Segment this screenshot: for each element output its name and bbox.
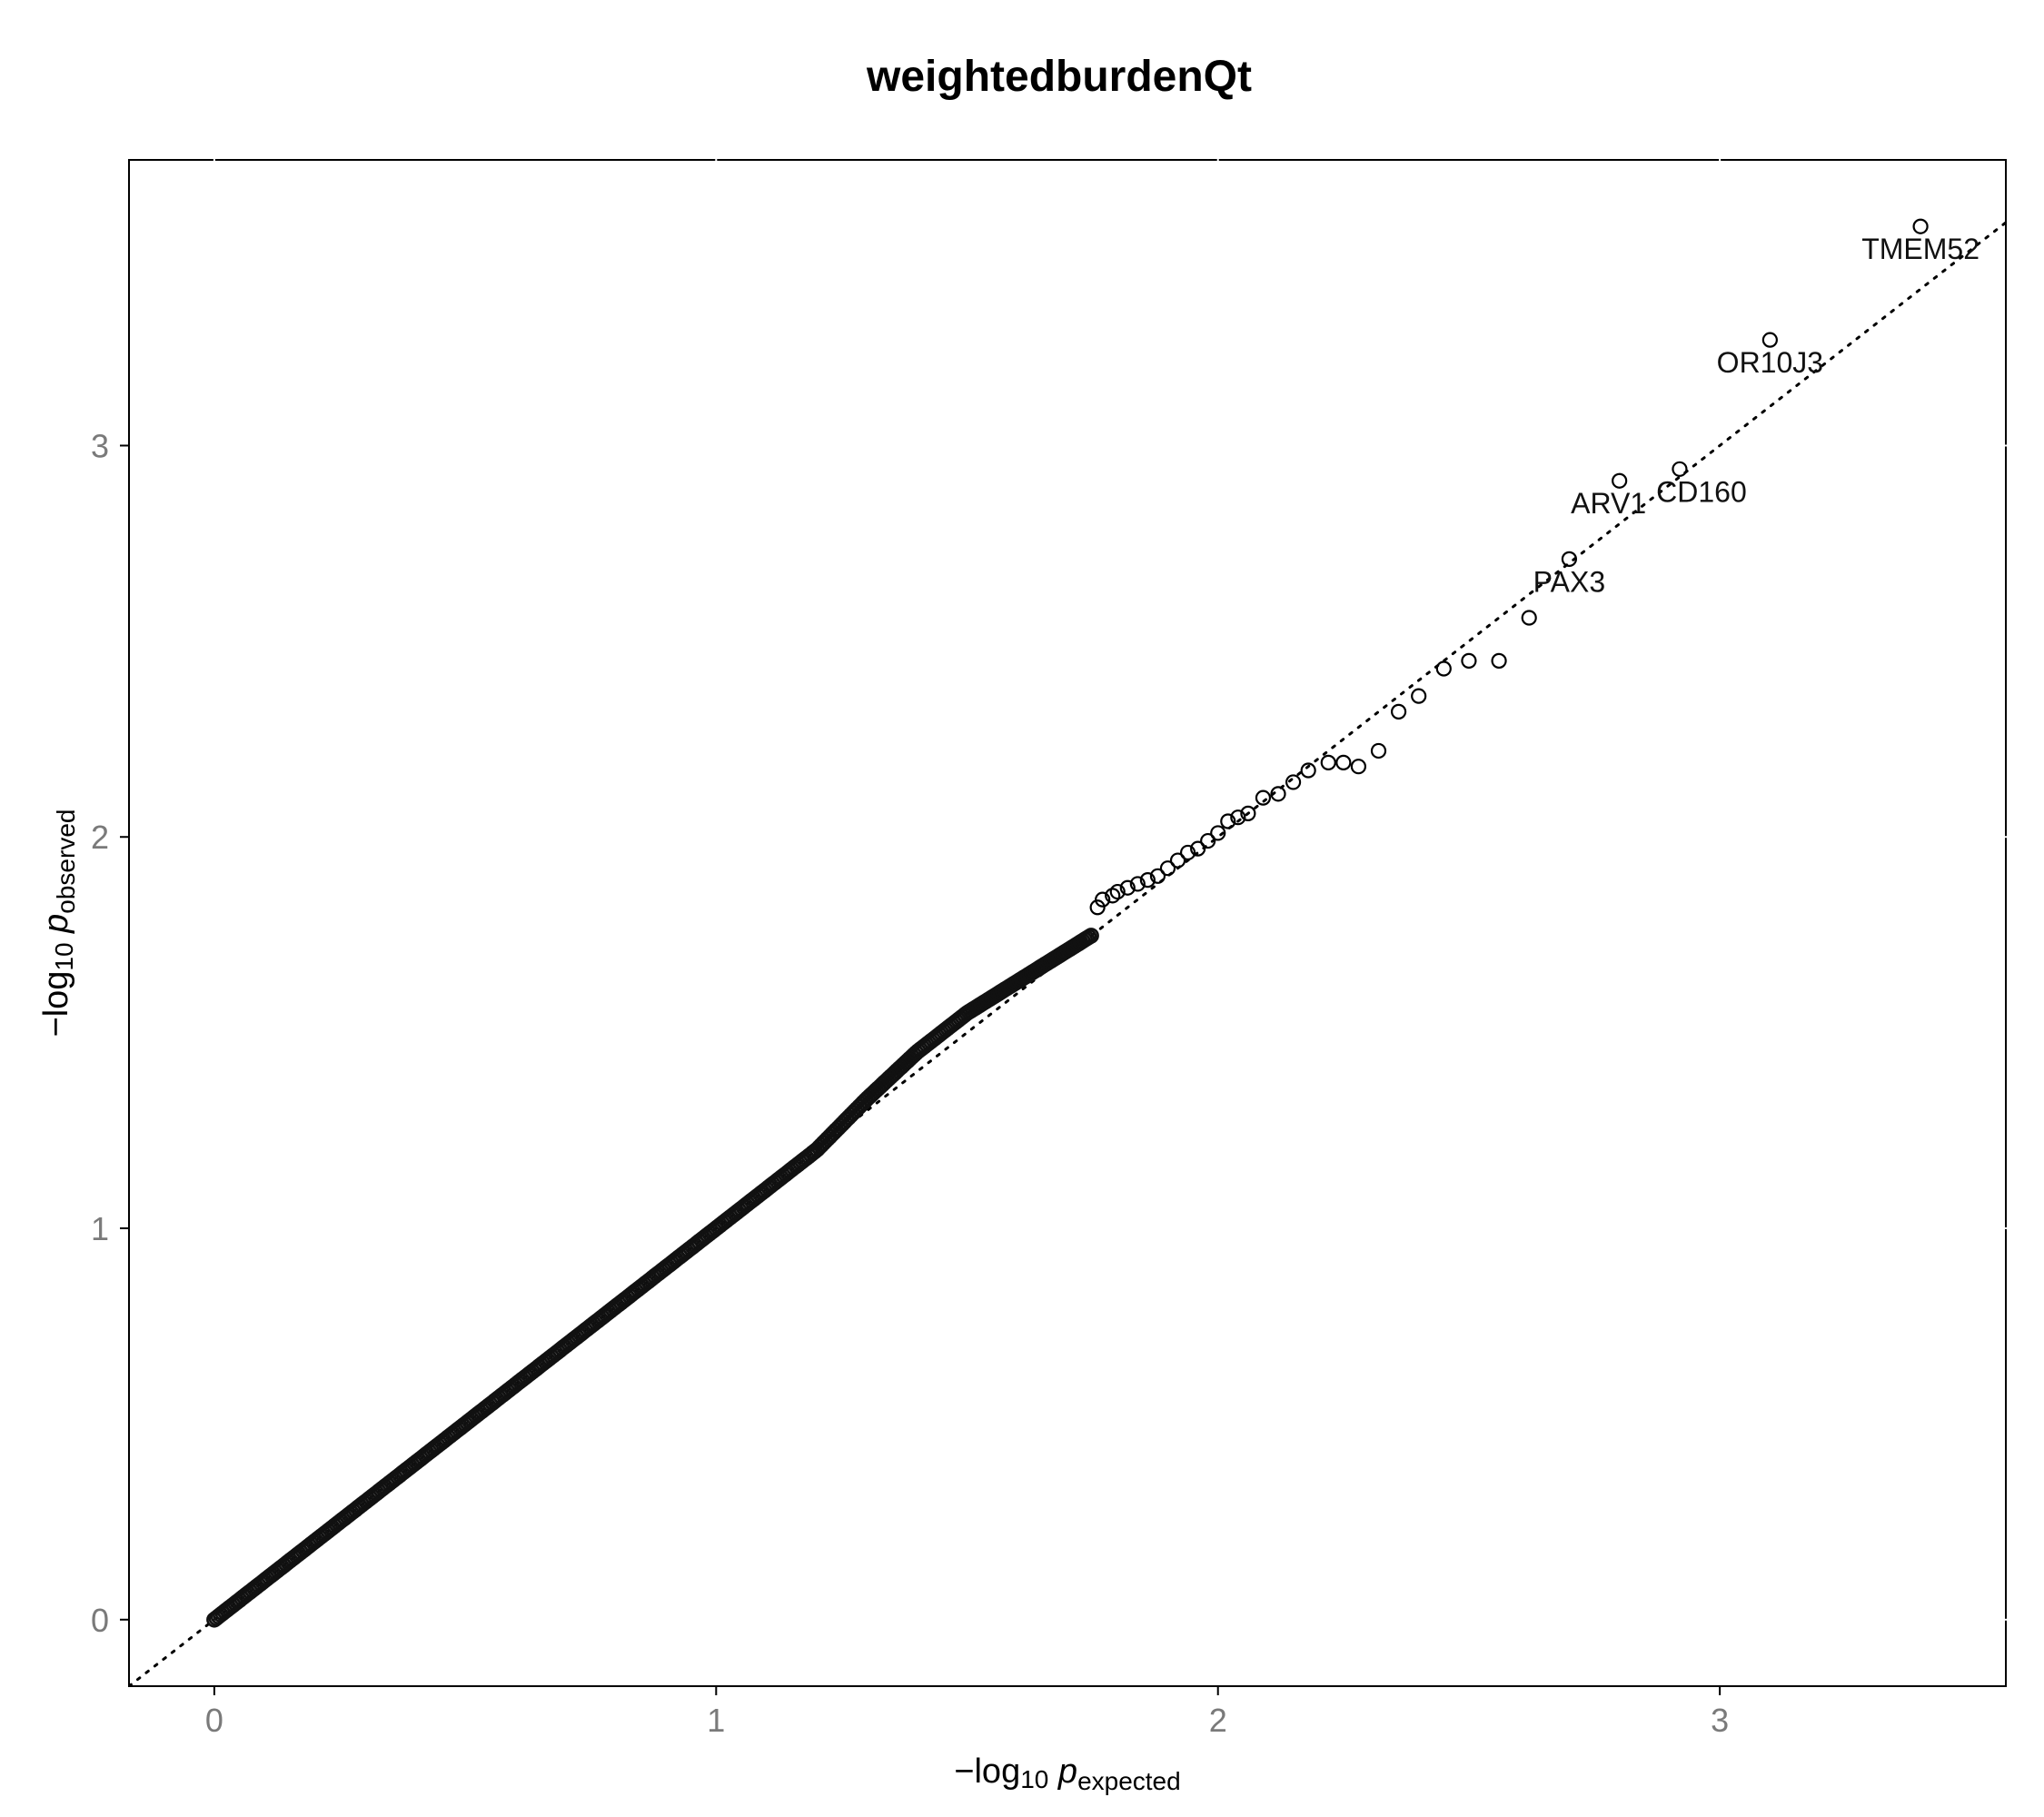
data-point bbox=[1200, 832, 1216, 849]
point-label: CD160 bbox=[1656, 475, 1747, 508]
point-label: OR10J3 bbox=[1717, 346, 1823, 379]
point-label: ARV1 bbox=[1571, 487, 1646, 520]
chart-title: weightedburdenQt bbox=[866, 53, 1252, 101]
data-point bbox=[1109, 883, 1126, 900]
x-tick-label: 0 bbox=[205, 1702, 223, 1739]
data-point bbox=[1912, 218, 1929, 234]
plot-panel bbox=[128, 159, 2007, 1687]
data-point bbox=[1521, 610, 1537, 626]
data-point bbox=[1095, 891, 1111, 908]
y-tick-label: 3 bbox=[91, 427, 109, 464]
data-point bbox=[1230, 809, 1246, 826]
data-point bbox=[1270, 786, 1286, 802]
data-point bbox=[1169, 852, 1186, 869]
x-axis-label: −log10 pexpected bbox=[954, 1752, 1180, 1795]
data-point bbox=[1461, 652, 1477, 669]
x-tick-label: 1 bbox=[707, 1702, 725, 1739]
point-label: PAX3 bbox=[1533, 565, 1605, 598]
data-point bbox=[1320, 754, 1336, 770]
data-point bbox=[1350, 759, 1366, 775]
data-point bbox=[1491, 652, 1507, 669]
data-point bbox=[1612, 472, 1628, 489]
data-point bbox=[1255, 789, 1272, 806]
data-point bbox=[1129, 876, 1146, 892]
data-point bbox=[1672, 461, 1688, 477]
y-tick-label: 2 bbox=[91, 819, 109, 856]
data-point bbox=[1240, 805, 1256, 821]
data-point bbox=[1561, 551, 1578, 567]
data-point bbox=[1190, 840, 1206, 857]
data-point bbox=[1390, 703, 1407, 720]
y-tick-label: 0 bbox=[91, 1602, 109, 1639]
data-point bbox=[1370, 742, 1387, 760]
data-point bbox=[1149, 868, 1166, 884]
data-point bbox=[1159, 860, 1176, 877]
data-point bbox=[1179, 844, 1196, 861]
data-point bbox=[1220, 813, 1236, 829]
data-point bbox=[1210, 825, 1226, 841]
data-point bbox=[1139, 872, 1156, 889]
data-point bbox=[1761, 332, 1778, 348]
data-point bbox=[1105, 888, 1121, 904]
x-tick-label: 3 bbox=[1711, 1702, 1729, 1739]
data-point bbox=[1411, 688, 1427, 704]
y-tick-label: 1 bbox=[91, 1210, 109, 1247]
y-axis-label: −log10 pobserved bbox=[37, 809, 80, 1038]
data-point bbox=[1300, 762, 1316, 779]
data-point bbox=[1083, 928, 1099, 944]
data-point bbox=[1335, 754, 1352, 770]
data-point bbox=[1435, 660, 1452, 677]
point-label: TMEM52 bbox=[1861, 233, 1980, 265]
data-point bbox=[1119, 879, 1136, 896]
x-tick-label: 2 bbox=[1209, 1702, 1227, 1739]
data-point bbox=[1089, 899, 1106, 916]
data-point bbox=[1285, 774, 1302, 790]
